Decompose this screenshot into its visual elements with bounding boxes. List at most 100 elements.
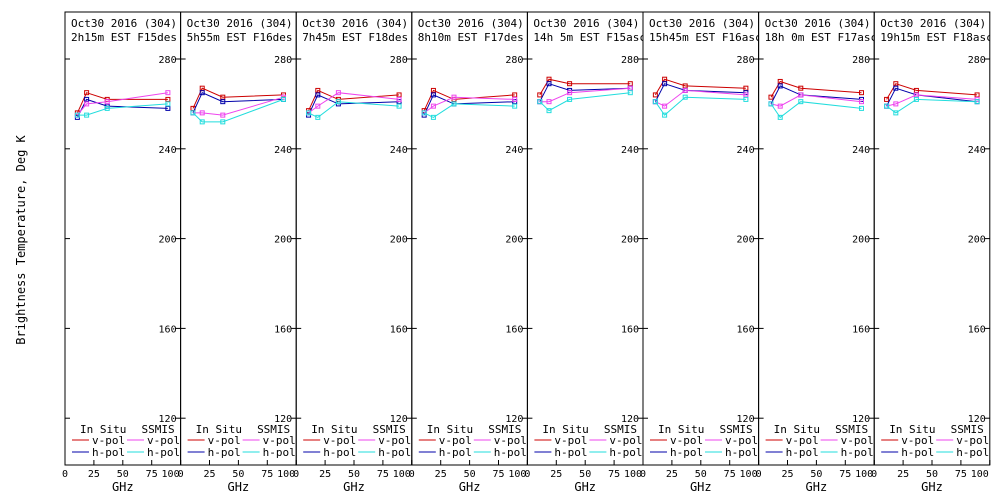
data-point [84,101,90,107]
data-point [421,110,427,116]
x-tick-label: 100 [277,469,295,480]
y-tick-label: 240 [737,145,755,156]
x-axis-label: GHz [459,480,481,494]
series-line [654,78,746,96]
legend-label: h-pol [670,446,703,459]
x-tick-label: 50 [232,469,244,480]
data-point [546,81,552,87]
series-1 [190,85,286,111]
panel-title: Oct30 2016 (304) [765,17,871,30]
data-point [165,90,171,96]
legend-label: v-pol [378,434,411,447]
x-tick-label: 75 [377,469,389,480]
legend-label: v-pol [494,434,527,447]
series-2 [884,85,980,109]
legend-label: h-pol [841,446,874,459]
legend-label: v-pol [323,434,356,447]
data-point [335,99,341,105]
y-tick-label: 120 [621,414,639,425]
data-point [190,110,196,116]
data-point [74,112,80,118]
data-point [104,99,110,105]
y-tick-label: 120 [852,414,870,425]
y-tick-label: 280 [968,55,986,66]
data-point [893,101,899,107]
y-tick-label: 240 [274,145,292,156]
series-4 [652,94,749,118]
data-point [280,96,286,102]
data-point [315,92,321,98]
series-line [886,98,978,114]
x-tick-label: 25 [781,469,793,480]
data-point [893,85,899,91]
panel-title: Oct30 2016 (304) [880,17,986,30]
data-point [662,103,668,109]
x-tick-label: 50 [926,469,938,480]
y-tick-label: 240 [621,145,639,156]
y-tick-label: 280 [852,55,870,66]
panel-title: Oct30 2016 (304) [187,17,293,30]
legend-ssmis: SSMIS [488,423,521,436]
data-point [315,103,321,109]
y-tick-label: 120 [274,414,292,425]
y-tick-label: 200 [852,235,870,246]
legend-ssmis: SSMIS [835,423,868,436]
x-tick-label: 100 [162,469,180,480]
legend-label: h-pol [378,446,411,459]
panel-title: Oct30 2016 (304) [649,17,755,30]
series-4 [884,96,980,116]
series-line [886,87,978,107]
data-point [627,90,633,96]
series-3 [652,87,749,109]
series-line [654,83,746,102]
series-line [423,89,515,111]
x-axis-label: GHz [921,480,943,494]
data-point [798,92,804,98]
x-tick-label: 100 [508,469,526,480]
panel-5: Oct30 2016 (304)14h 5m EST F15asc 120 160 2… [524,11,646,494]
legend-label: h-pol [92,446,125,459]
series-line [886,94,978,107]
data-point [567,90,573,96]
series-line [654,96,746,116]
series-2 [190,90,286,116]
series-line [76,92,168,114]
panel-subtitle: 14h 5m EST F15asc [533,31,646,44]
series-4 [74,101,171,118]
legend-label: h-pol [494,446,527,459]
series-4 [306,99,402,120]
series-line [655,89,746,107]
y-tick-label: 280 [390,55,408,66]
series-2 [768,83,864,107]
legend-label: h-pol [439,446,472,459]
x-tick-label: 0 [524,469,530,480]
series-line [308,89,400,111]
x-tick-label: 100 [740,469,758,480]
data-point [451,94,457,100]
data-point [743,96,749,102]
series-1 [306,87,402,114]
y-tick-label: 160 [968,324,986,335]
data-point [165,101,171,107]
series-4 [768,99,864,120]
data-point [430,103,436,109]
series-line [770,80,862,98]
panel-title: Oct30 2016 (304) [71,17,177,30]
x-axis-label: GHz [228,480,250,494]
legend-label: v-pol [554,434,587,447]
legend-label: h-pol [147,446,180,459]
x-tick-label: 0 [293,469,299,480]
x-tick-label: 75 [955,469,967,480]
data-point [537,99,543,105]
series-line [423,96,515,114]
x-tick-label: 0 [409,469,415,480]
data-point [893,110,899,116]
panel-header: Oct30 2016 (304)7h45m EST F18des [302,17,408,44]
legend-label: v-pol [439,434,472,447]
panel-subtitle: 5h55m EST F16des [187,31,293,44]
x-tick-label: 75 [608,469,620,480]
panel-header: Oct30 2016 (304)14h 5m EST F15asc [533,17,646,44]
